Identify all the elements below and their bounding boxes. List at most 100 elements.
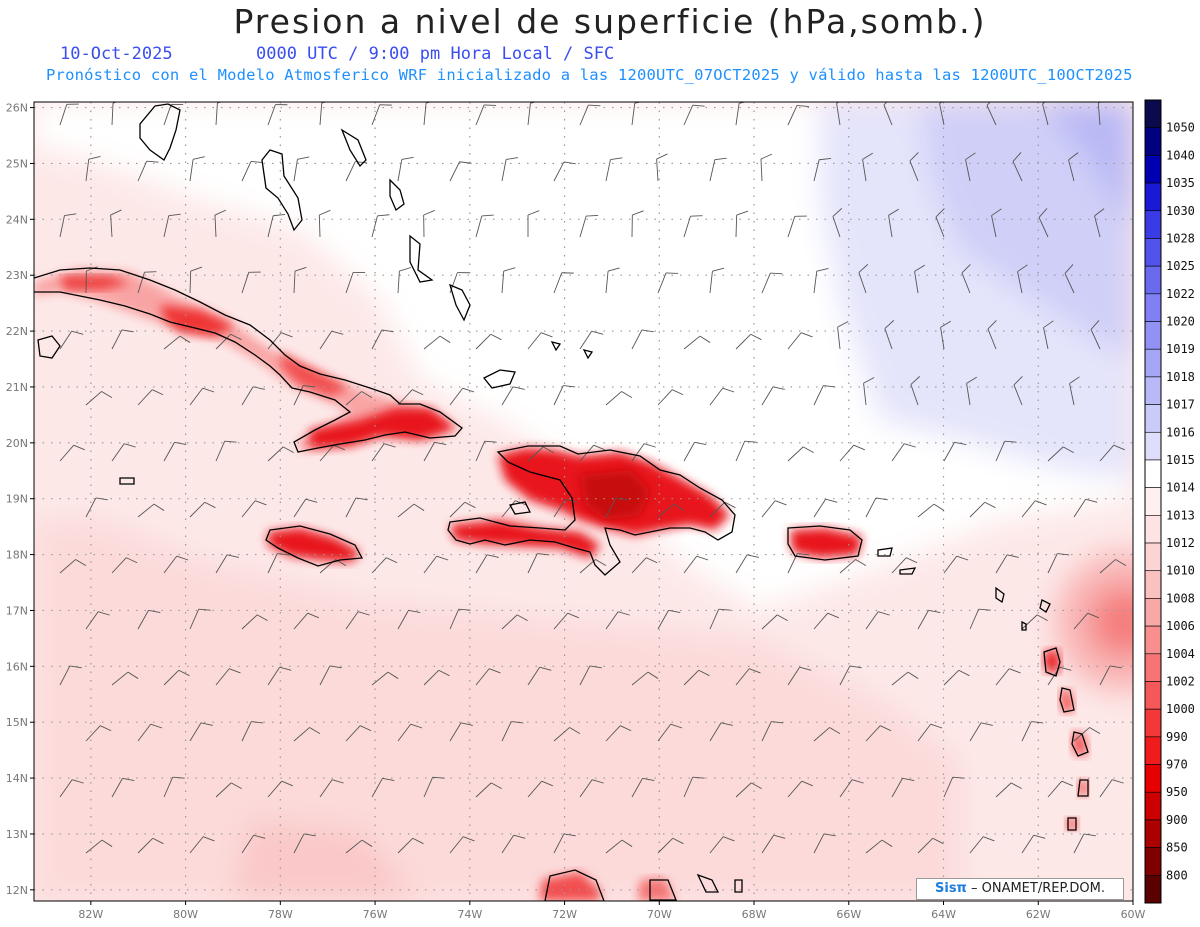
wind-barb <box>1047 780 1073 798</box>
colorbar-label: 1013 <box>1166 508 1195 522</box>
wind-barb <box>1068 152 1079 182</box>
wind-barb <box>917 609 941 630</box>
wind-barb <box>940 320 952 350</box>
wind-barb <box>371 557 398 574</box>
lon-label: 64W <box>931 908 956 921</box>
wind-barb <box>267 332 293 350</box>
wind-barb <box>137 160 159 182</box>
wind-barb <box>397 389 424 406</box>
colorbar-swatch <box>1144 210 1162 239</box>
wind-barb <box>423 776 445 798</box>
wind-barb <box>1069 376 1080 406</box>
wind-barb <box>59 559 87 574</box>
wind-barb <box>189 387 215 406</box>
lat-label: 20N <box>6 437 28 450</box>
wind-barb <box>553 498 578 518</box>
wind-barb <box>241 386 265 406</box>
wind-barb <box>1099 559 1127 574</box>
wind-barb <box>371 777 395 798</box>
wind-barb <box>1073 498 1098 518</box>
lat-label: 16N <box>6 660 28 673</box>
colorbar-swatch <box>1144 764 1162 793</box>
colorbar-swatch <box>1144 459 1162 488</box>
wind-barb <box>241 834 266 854</box>
wind-barb <box>943 441 967 462</box>
lon-label: 78W <box>268 908 293 921</box>
wind-barb <box>59 103 79 126</box>
wind-barb <box>657 609 681 630</box>
wind-barb <box>1099 779 1124 798</box>
sisp-logo: Sisπ <box>935 881 967 896</box>
axis-labels: 12N 13N 14N 15N 16N 17N 18N 19N 20N 21N 22N 23N 24N 2… <box>6 102 1146 921</box>
wind-barb <box>214 209 227 238</box>
wind-barb <box>423 555 449 574</box>
wind-barb <box>475 104 497 126</box>
wind-barb <box>579 330 604 350</box>
wind-barb <box>85 156 101 182</box>
wind-barb <box>163 669 190 686</box>
colorbar-swatch <box>1144 376 1162 405</box>
colorbar-swatch <box>1144 875 1162 904</box>
wind-barb <box>995 782 1022 798</box>
wind-barb <box>579 665 602 686</box>
wind-barb <box>787 553 810 574</box>
wind-barb <box>656 153 668 182</box>
colorbar-swatch <box>1144 708 1162 738</box>
colorbar-swatch <box>1144 127 1162 156</box>
colorbar-label: 1050 <box>1166 121 1195 135</box>
wind-barb <box>137 503 165 518</box>
colorbar-swatch <box>1144 182 1162 212</box>
wind-barb <box>345 725 372 742</box>
lat-label: 21N <box>6 381 28 394</box>
wind-barb <box>917 723 943 742</box>
wind-barb <box>683 335 711 350</box>
wind-barb <box>1094 208 1105 238</box>
colorbar-swatch <box>1144 625 1162 655</box>
wind-barb <box>579 779 604 798</box>
wind-barb <box>579 214 599 238</box>
wind-barb <box>1073 833 1096 854</box>
lat-label: 22N <box>6 325 28 338</box>
wind-barb <box>371 214 390 238</box>
wind-barb <box>85 611 110 630</box>
wind-barb <box>1017 264 1028 294</box>
wind-barb <box>683 104 705 126</box>
wind-barb <box>449 836 475 854</box>
wind-barb <box>137 271 157 294</box>
wind-barb <box>631 210 644 238</box>
colorbar-label: 1019 <box>1166 342 1195 356</box>
wind-barb <box>865 611 890 630</box>
wind-barb <box>293 727 321 742</box>
wind-barb <box>345 391 373 406</box>
lat-label: 17N <box>6 604 28 617</box>
wind-barb <box>163 103 184 126</box>
wind-barb <box>397 723 423 742</box>
lon-label: 72W <box>552 908 577 921</box>
wind-barb <box>449 501 476 518</box>
colorbar-label: 1040 <box>1166 148 1195 162</box>
wind-barb <box>735 333 762 350</box>
wind-barb <box>1047 446 1074 462</box>
colorbar-label: 970 <box>1166 758 1188 772</box>
wind-barb <box>605 839 633 854</box>
wind-barb <box>969 722 993 742</box>
wind-barb <box>995 668 1021 686</box>
wind-barb <box>787 104 809 126</box>
wind-barb <box>813 385 836 406</box>
wind-barb <box>553 833 576 854</box>
colorbar-swatch <box>1144 736 1162 765</box>
wind-barb <box>761 272 783 294</box>
wind-barb <box>163 335 191 350</box>
lon-label: 80W <box>173 908 198 921</box>
wind-barb <box>501 834 526 854</box>
wind-barb <box>865 725 892 742</box>
wind-barb <box>631 671 659 686</box>
wind-barb <box>839 444 865 462</box>
lat-label: 24N <box>6 213 28 226</box>
colorbar-swatch <box>1144 847 1162 876</box>
colorbar-swatch <box>1144 293 1162 322</box>
forecast-time: 0000 UTC / 9:00 pm Hora Local / SFC <box>256 44 615 64</box>
wind-barb <box>527 446 554 462</box>
wind-barb <box>527 210 540 237</box>
colorbar-swatch <box>1144 515 1162 544</box>
